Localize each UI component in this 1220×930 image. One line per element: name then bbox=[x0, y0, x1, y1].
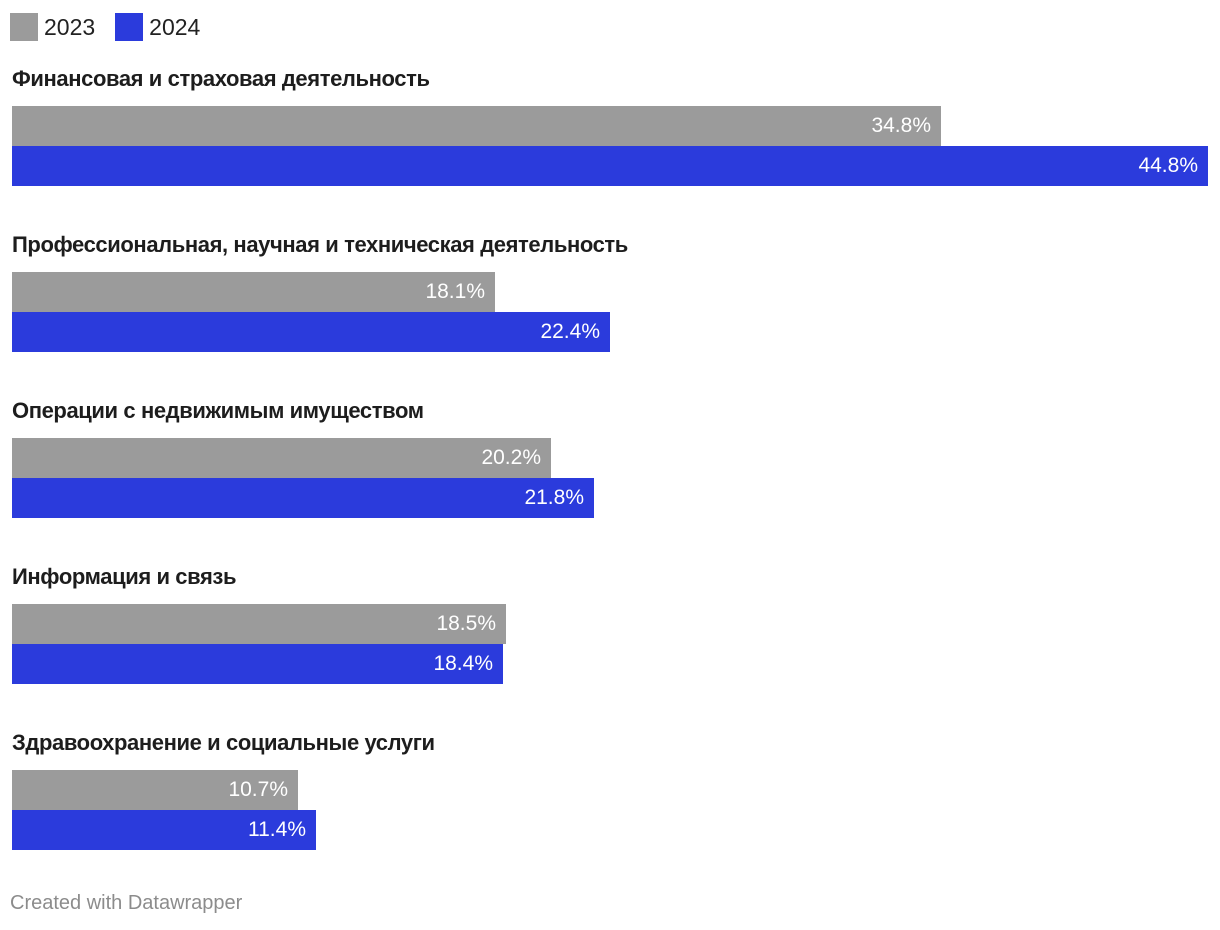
bar-value-label: 21.8% bbox=[524, 486, 584, 509]
bar-2024: 22.4% bbox=[12, 312, 610, 352]
bar-2024: 18.4% bbox=[12, 644, 503, 684]
legend-swatch-2024 bbox=[115, 13, 144, 41]
bar-2023: 20.2% bbox=[12, 438, 551, 478]
bar-chart: Финансовая и страховая деятельность 34.8%… bbox=[12, 66, 1208, 850]
category-label: Финансовая и страховая деятельность bbox=[12, 66, 430, 91]
bar-2023: 34.8% bbox=[12, 106, 941, 146]
chart-legend: 2023 2024 bbox=[10, 12, 220, 42]
bar-value-label: 18.4% bbox=[433, 652, 493, 675]
bar-value-label: 20.2% bbox=[481, 446, 541, 469]
category-label: Профессиональная, научная и техническая … bbox=[12, 232, 628, 257]
bar-2023: 10.7% bbox=[12, 770, 298, 810]
bar-value-label: 34.8% bbox=[871, 114, 931, 137]
bar-value-label: 10.7% bbox=[228, 778, 288, 801]
bar-2024: 44.8% bbox=[12, 146, 1208, 186]
category-label: Здравоохранение и социальные услуги bbox=[12, 730, 435, 755]
bar-2023: 18.5% bbox=[12, 604, 506, 644]
bar-value-label: 22.4% bbox=[540, 320, 600, 343]
legend-label-2023: 2023 bbox=[44, 14, 96, 40]
legend-item-2023: 2023 bbox=[10, 12, 95, 42]
bar-2024: 11.4% bbox=[12, 810, 316, 850]
bar-value-label: 44.8% bbox=[1138, 154, 1198, 177]
legend-swatch-2023 bbox=[10, 13, 38, 41]
bar-value-label: 11.4% bbox=[248, 818, 306, 841]
bar-value-label: 18.5% bbox=[436, 612, 496, 635]
category-label: Информация и связь bbox=[12, 564, 237, 589]
legend-label-2024: 2024 bbox=[149, 14, 201, 40]
bar-2024: 21.8% bbox=[12, 478, 594, 518]
datawrapper-credit: Created with Datawrapper bbox=[10, 892, 243, 914]
bar-value-label: 18.1% bbox=[425, 280, 485, 303]
category-label: Операции с недвижимым имуществом bbox=[12, 398, 424, 423]
legend-item-2024: 2024 bbox=[115, 12, 200, 42]
bar-2023: 18.1% bbox=[12, 272, 495, 312]
